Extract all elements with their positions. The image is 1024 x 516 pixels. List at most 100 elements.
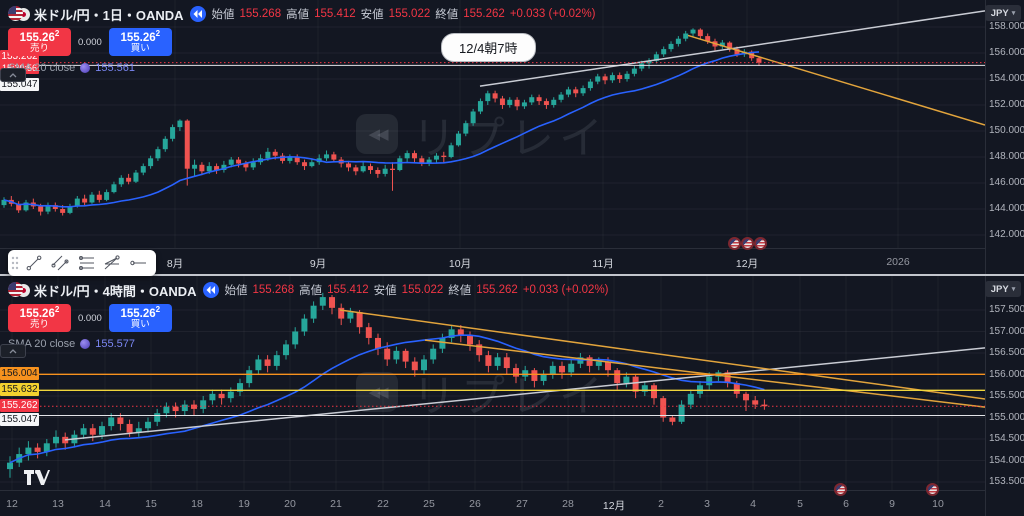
time-tick-label: 11月 bbox=[592, 258, 614, 270]
trend-line-tool-icon[interactable] bbox=[22, 252, 46, 274]
spread-value: 0.000 bbox=[78, 36, 102, 48]
4h-ohlc-readout: 始値 155.268 高値 155.412 安値 155.022 終値 155.262 … bbox=[224, 284, 609, 297]
time-tick-label: 13 bbox=[52, 498, 64, 510]
sell-button[interactable]: 155.262 売り bbox=[8, 304, 71, 332]
us-economic-event-flag-icon[interactable] bbox=[754, 237, 767, 250]
pane-resize-divider[interactable] bbox=[0, 274, 1024, 276]
currency-dropdown[interactable]: JPY ▾ bbox=[985, 281, 1021, 297]
sma-indicator-value: 155.561 bbox=[95, 62, 136, 74]
time-tick-label: 9 bbox=[889, 498, 895, 510]
buy-button[interactable]: 155.262 買い bbox=[108, 304, 172, 332]
price-tick-label: 146.000 bbox=[989, 177, 1024, 188]
price-tick-label: 157.500 bbox=[989, 304, 1024, 315]
usdjpy-pair-logo-icon bbox=[8, 282, 30, 298]
price-tick-label: 152.000 bbox=[989, 99, 1024, 110]
price-tick-label: 155.000 bbox=[989, 411, 1024, 423]
us-economic-event-flag-icon[interactable] bbox=[926, 483, 939, 496]
4h-time-axis[interactable]: 12 13 14 15 18 19 20 21 22 25 26 27 28 12月 2 3 4 5 6 9 10 bbox=[0, 490, 1024, 516]
time-tick-label: 12 bbox=[6, 498, 18, 510]
currency-dropdown[interactable]: JPY ▾ bbox=[985, 5, 1021, 21]
time-tick-label: 10 bbox=[932, 498, 944, 510]
time-tick-label: 19 bbox=[238, 498, 250, 510]
price-tick-label: 154.000 bbox=[989, 454, 1024, 466]
drawing-toolbar bbox=[8, 250, 156, 276]
time-tick-label: 21 bbox=[330, 498, 342, 510]
toolbar-drag-handle[interactable] bbox=[10, 254, 20, 272]
price-tick-label: 156.000 bbox=[989, 47, 1024, 58]
price-tick-label: 157.000 bbox=[989, 325, 1024, 337]
price-axis[interactable] bbox=[985, 0, 1024, 516]
time-tick-label: 10月 bbox=[448, 258, 472, 270]
time-tick-label: 3 bbox=[704, 498, 710, 510]
time-tick-label: 18 bbox=[191, 498, 203, 510]
time-tick-label: 14 bbox=[99, 498, 111, 510]
time-tick-label: 15 bbox=[145, 498, 157, 510]
horizontal-lines-tool-icon[interactable] bbox=[74, 252, 98, 274]
time-tick-label: 25 bbox=[423, 498, 435, 510]
4h-candlestick-chart[interactable] bbox=[0, 276, 985, 490]
candles bbox=[1, 28, 762, 216]
sma-indicator-icon bbox=[80, 63, 91, 73]
sell-button[interactable]: 155.262 売り bbox=[8, 28, 71, 56]
time-tick-label: 12月 bbox=[602, 500, 626, 512]
time-tick-label: 12月 bbox=[735, 258, 759, 270]
us-economic-event-flag-icon[interactable] bbox=[834, 483, 847, 496]
bar-replay-icon[interactable] bbox=[202, 282, 219, 298]
chart-annotation[interactable]: 12/4朝7時 bbox=[441, 33, 536, 62]
daily-symbol-title[interactable]: 米ドル/円・1日・OANDA bbox=[34, 7, 184, 23]
time-tick-label: 6 bbox=[843, 498, 849, 510]
horizontal-ray-tool-icon[interactable] bbox=[126, 252, 150, 274]
4h-collapse-button[interactable] bbox=[0, 344, 26, 358]
4h-current-price-tag: 155.262 bbox=[0, 399, 39, 412]
trend-line-drawing bbox=[64, 347, 985, 441]
daily-collapse-button[interactable] bbox=[0, 68, 26, 82]
price-tick-label: 150.000 bbox=[989, 125, 1024, 136]
price-tick-label: 148.000 bbox=[989, 151, 1024, 162]
time-tick-label: 4 bbox=[750, 498, 756, 510]
usdjpy-pair-logo-icon bbox=[8, 6, 30, 22]
time-tick-label: 2 bbox=[658, 498, 664, 510]
4h-support-price-tag: 155.632 bbox=[0, 383, 39, 396]
price-tick-label: 154.500 bbox=[989, 433, 1024, 444]
price-tick-label: 154.000 bbox=[989, 73, 1024, 84]
4h-symbol-title[interactable]: 米ドル/円・4時間・OANDA bbox=[34, 283, 197, 299]
buy-button[interactable]: 155.262 買い bbox=[108, 28, 172, 56]
4h-pane-header: 米ドル/円・4時間・OANDA 始値 155.268 高値 155.412 安値 15… bbox=[8, 281, 609, 350]
tradingview-logo[interactable] bbox=[24, 470, 50, 490]
price-tick-label: 158.000 bbox=[989, 21, 1024, 32]
bar-replay-icon[interactable] bbox=[189, 6, 206, 22]
daily-candlestick-chart[interactable] bbox=[0, 0, 985, 248]
sma-line bbox=[9, 334, 765, 464]
time-tick-label: 22 bbox=[377, 498, 389, 510]
price-tick-label: 153.500 bbox=[989, 476, 1024, 487]
time-tick-label: 8月 bbox=[166, 258, 184, 270]
price-tick-label: 156.500 bbox=[989, 347, 1024, 358]
daily-ohlc-readout: 始値 155.268 高値 155.412 安値 155.022 終値 155.262 … bbox=[211, 8, 596, 21]
price-tick-label: 155.500 bbox=[989, 390, 1024, 401]
time-tick-label: 28 bbox=[562, 498, 574, 510]
time-tick-label: 27 bbox=[516, 498, 528, 510]
sma-line bbox=[3, 51, 760, 208]
4h-hline-price-tag: 155.047 bbox=[0, 413, 39, 426]
time-tick-label: 20 bbox=[284, 498, 296, 510]
parallel-channel-tool-icon[interactable] bbox=[48, 252, 72, 274]
trend-line-drawing bbox=[339, 309, 985, 400]
candles bbox=[7, 292, 768, 478]
time-tick-label: 5 bbox=[797, 498, 803, 510]
ray-fan-tool-icon[interactable] bbox=[100, 252, 124, 274]
spread-value: 0.000 bbox=[78, 312, 102, 324]
us-economic-event-flag-icon[interactable] bbox=[728, 237, 741, 250]
price-tick-label: 144.000 bbox=[989, 203, 1024, 214]
sma-indicator-value: 155.577 bbox=[95, 338, 136, 350]
time-tick-label: 26 bbox=[469, 498, 481, 510]
time-tick-label: 2026 bbox=[886, 256, 910, 268]
trend-line-drawing bbox=[687, 34, 985, 126]
price-tick-label: 156.000 bbox=[989, 368, 1024, 380]
sma-indicator-icon bbox=[80, 339, 91, 349]
us-economic-event-flag-icon[interactable] bbox=[741, 237, 754, 250]
4h-resistance-price-tag: 156.004 bbox=[0, 367, 39, 380]
time-tick-label: 9月 bbox=[309, 258, 327, 270]
price-tick-label: 142.000 bbox=[989, 229, 1024, 240]
